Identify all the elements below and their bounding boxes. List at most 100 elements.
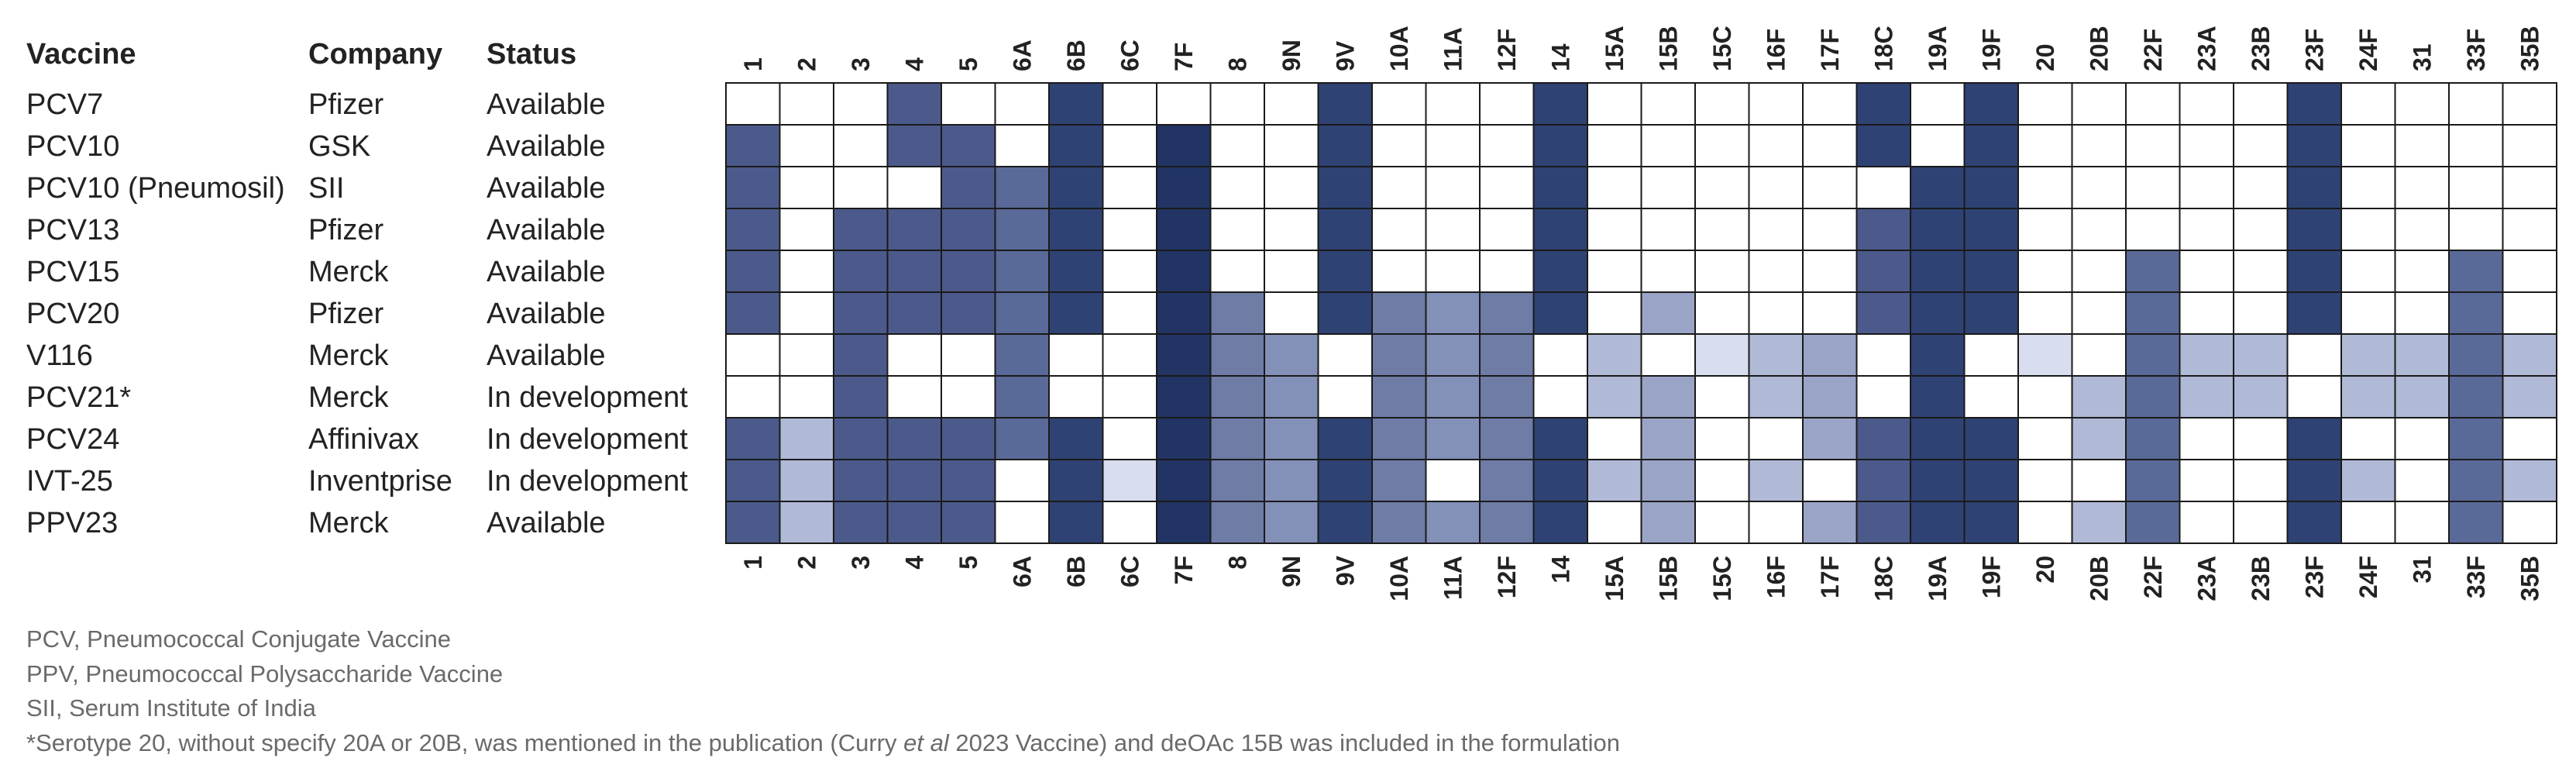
- heatmap-cell: [1748, 291, 1804, 335]
- heatmap-cell: [1640, 291, 1696, 335]
- heatmap-cell: [1855, 82, 1911, 126]
- heatmap-cell: [1102, 459, 1157, 502]
- heatmap-cell: [2071, 333, 2127, 377]
- heatmap-cell: [1264, 459, 1319, 502]
- heatmap-cell: [779, 459, 834, 502]
- heatmap-cell: [1532, 82, 1588, 126]
- heatmap-cell: [2340, 166, 2396, 209]
- heatmap-cell: [2017, 166, 2073, 209]
- heatmap-cell: [1209, 124, 1265, 167]
- heatmap-cell: [2179, 417, 2234, 460]
- row-label-vaccine: IVT-25: [26, 465, 113, 498]
- heatmap-cell: [1317, 250, 1373, 293]
- serotype-label-top: 14: [1546, 43, 1574, 71]
- heatmap-cell: [1963, 250, 2019, 293]
- heatmap-cell: [2502, 333, 2557, 377]
- heatmap-cell: [1855, 459, 1911, 502]
- heatmap-cell: [725, 208, 781, 251]
- heatmap-cell: [1640, 208, 1696, 251]
- heatmap-cell: [2179, 250, 2234, 293]
- heatmap-cell: [886, 375, 942, 418]
- serotype-label-top: 9N: [1278, 40, 1305, 71]
- heatmap-cell: [941, 82, 996, 126]
- serotype-label-bottom: 4: [900, 556, 928, 570]
- heatmap-cell: [2233, 208, 2289, 251]
- heatmap-cell: [2233, 124, 2289, 167]
- heatmap-cell: [2286, 208, 2342, 251]
- heatmap-cell: [1748, 82, 1804, 126]
- heatmap-cell: [2179, 82, 2234, 126]
- heatmap-cell: [2179, 375, 2234, 418]
- row-label-company: Pfizer: [308, 214, 383, 246]
- heatmap-cell: [1264, 82, 1319, 126]
- heatmap-cell: [1532, 124, 1588, 167]
- heatmap-cell: [725, 459, 781, 502]
- heatmap-cell: [725, 250, 781, 293]
- heatmap-cell: [1102, 333, 1157, 377]
- serotype-label-bottom: 19F: [1977, 556, 2005, 598]
- row-label-status: Available: [487, 298, 606, 330]
- heatmap-cell: [2017, 82, 2073, 126]
- serotype-label-top: 33F: [2462, 29, 2490, 71]
- heatmap-cell: [779, 291, 834, 335]
- row-label-status: Available: [487, 256, 606, 288]
- heatmap-cell: [2179, 291, 2234, 335]
- heatmap-cell: [1910, 501, 1966, 544]
- row-label-company: Pfizer: [308, 298, 383, 330]
- heatmap-cell: [1479, 375, 1535, 418]
- heatmap-cell: [1532, 291, 1588, 335]
- serotype-label-top: 11A: [1439, 27, 1467, 71]
- serotype-label-bottom: 6B: [1062, 556, 1090, 587]
- serotype-label-top: 6C: [1116, 40, 1144, 71]
- heatmap-cell: [2502, 208, 2557, 251]
- heatmap-cell: [1748, 459, 1804, 502]
- heatmap-cell: [2233, 250, 2289, 293]
- heatmap-cell: [1425, 166, 1481, 209]
- heatmap-cell: [1156, 291, 1212, 335]
- heatmap-cell: [1748, 208, 1804, 251]
- heatmap-cell: [2502, 166, 2557, 209]
- heatmap-cell: [779, 208, 834, 251]
- heatmap-cell: [941, 291, 996, 335]
- heatmap-cell: [2502, 291, 2557, 335]
- serotype-label-top: 2: [793, 57, 820, 71]
- heatmap-cell: [1855, 291, 1911, 335]
- heatmap-cell: [2071, 124, 2127, 167]
- heatmap-cell: [1156, 124, 1212, 167]
- serotype-label-top: 7F: [1170, 43, 1198, 71]
- heatmap-cell: [1479, 501, 1535, 544]
- heatmap-cell: [2017, 208, 2073, 251]
- heatmap-cell: [1048, 124, 1104, 167]
- heatmap-cell: [1963, 166, 2019, 209]
- serotype-label-bottom: 16F: [1762, 556, 1790, 598]
- heatmap-cell: [941, 166, 996, 209]
- heatmap-cell: [1640, 82, 1696, 126]
- heatmap-cell: [725, 166, 781, 209]
- heatmap-cell: [994, 82, 1050, 126]
- heatmap-cell: [2394, 459, 2450, 502]
- heatmap-cell: [779, 417, 834, 460]
- heatmap-cell: [1048, 208, 1104, 251]
- row-label-vaccine: PCV13: [26, 214, 119, 246]
- row-label-company: Inventprise: [308, 465, 452, 498]
- heatmap-cell: [2179, 501, 2234, 544]
- row-label-vaccine: PCV24: [26, 423, 119, 456]
- heatmap-cell: [1156, 501, 1212, 544]
- serotype-label-bottom: 8: [1223, 556, 1251, 570]
- heatmap-cell: [1694, 333, 1750, 377]
- heatmap-cell: [994, 250, 1050, 293]
- row-label-company: Merck: [308, 339, 389, 372]
- serotype-label-top: 10A: [1385, 26, 1413, 71]
- heatmap-cell: [2286, 417, 2342, 460]
- heatmap-cell: [1425, 124, 1481, 167]
- serotype-label-bottom: 15C: [1708, 556, 1736, 601]
- heatmap-cell: [725, 333, 781, 377]
- heatmap-cell: [2448, 375, 2504, 418]
- heatmap-cell: [994, 375, 1050, 418]
- heatmap-cell: [2071, 250, 2127, 293]
- heatmap-cell: [833, 208, 889, 251]
- heatmap-cell: [2286, 82, 2342, 126]
- serotype-label-top: 6B: [1062, 40, 1090, 71]
- serotype-label-bottom: 15B: [1654, 556, 1682, 601]
- serotype-label-top: 15C: [1708, 26, 1736, 71]
